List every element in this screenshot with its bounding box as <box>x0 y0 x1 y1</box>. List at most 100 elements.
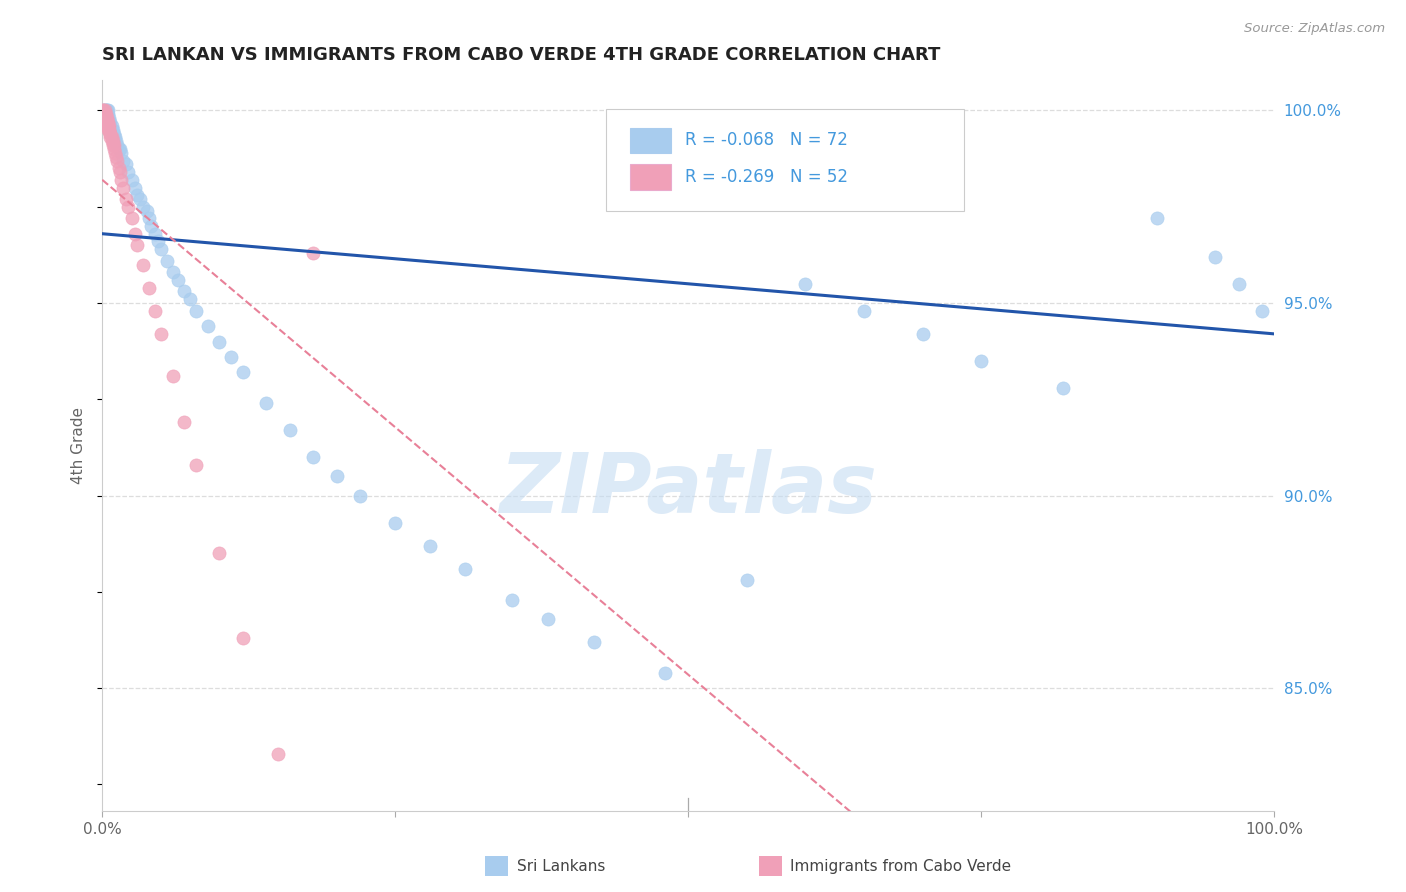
Point <box>100 130 122 145</box>
Point <box>121 211 143 226</box>
Point <box>94 107 117 121</box>
Point <box>97 107 120 121</box>
Point <box>96 103 118 118</box>
Text: Sri Lankans: Sri Lankans <box>517 859 606 873</box>
Point <box>132 200 155 214</box>
Point <box>110 145 132 160</box>
Point <box>97 115 120 129</box>
Point <box>167 273 190 287</box>
Point <box>100 115 122 129</box>
Point <box>127 188 149 202</box>
Point <box>94 107 117 121</box>
Point <box>98 122 121 136</box>
Point <box>128 192 150 206</box>
Point <box>536 612 558 626</box>
Point <box>101 134 124 148</box>
Point <box>232 631 254 645</box>
Point <box>149 242 172 256</box>
Point <box>173 416 195 430</box>
Point <box>107 153 129 168</box>
Point <box>93 107 115 121</box>
Point <box>654 665 676 680</box>
Point <box>184 303 207 318</box>
Point <box>148 235 170 249</box>
Point <box>135 203 157 218</box>
Y-axis label: 4th Grade: 4th Grade <box>72 407 86 484</box>
Point <box>302 246 325 260</box>
Point <box>96 111 118 125</box>
Point <box>96 115 118 129</box>
Point <box>124 227 146 241</box>
Point <box>970 354 993 368</box>
Point <box>179 292 201 306</box>
Text: R = -0.269   N = 52: R = -0.269 N = 52 <box>685 168 848 186</box>
Point <box>105 134 128 148</box>
Point <box>1146 211 1168 226</box>
Text: R = -0.068   N = 72: R = -0.068 N = 72 <box>685 131 848 149</box>
Point <box>97 103 120 118</box>
Point <box>384 516 406 530</box>
Bar <box>630 128 671 153</box>
Point <box>127 238 149 252</box>
Text: Immigrants from Cabo Verde: Immigrants from Cabo Verde <box>790 859 1011 873</box>
Point <box>117 165 139 179</box>
Point <box>501 592 523 607</box>
Point <box>98 115 121 129</box>
Point <box>96 115 118 129</box>
Point <box>454 562 477 576</box>
Point <box>852 303 875 318</box>
Point <box>100 119 122 133</box>
Point <box>124 180 146 194</box>
Point <box>112 153 135 168</box>
Point <box>100 119 122 133</box>
Point <box>156 253 179 268</box>
Point <box>108 165 131 179</box>
Point <box>1227 277 1250 291</box>
Point <box>419 539 441 553</box>
Point <box>93 103 115 118</box>
Point <box>104 145 127 160</box>
Point <box>110 173 132 187</box>
Point <box>132 258 155 272</box>
Point <box>98 111 121 125</box>
Point <box>97 119 120 133</box>
Point <box>94 103 117 118</box>
Point <box>114 192 136 206</box>
Text: ZIPatlas: ZIPatlas <box>499 449 877 530</box>
Point <box>143 227 166 241</box>
Bar <box>630 164 671 190</box>
Point <box>302 450 325 464</box>
Point <box>94 111 117 125</box>
Point <box>108 142 131 156</box>
Point <box>583 635 606 649</box>
Point <box>100 122 122 136</box>
Point <box>94 111 117 125</box>
Point <box>97 111 120 125</box>
Point <box>278 423 301 437</box>
Point <box>100 127 122 141</box>
FancyBboxPatch shape <box>606 109 963 211</box>
Point <box>103 130 125 145</box>
Point <box>93 107 115 121</box>
Point <box>93 103 115 118</box>
Point <box>100 130 122 145</box>
Point <box>93 103 115 118</box>
Point <box>219 350 242 364</box>
Point <box>911 326 934 341</box>
Point <box>138 211 160 226</box>
Point <box>93 103 115 118</box>
Point <box>107 142 129 156</box>
Point <box>114 157 136 171</box>
Point <box>138 280 160 294</box>
Point <box>100 127 122 141</box>
Point <box>112 180 135 194</box>
Point <box>107 138 129 153</box>
Point <box>107 161 129 176</box>
Point <box>98 119 121 133</box>
Point <box>1204 250 1226 264</box>
Point <box>149 326 172 341</box>
Point <box>98 122 121 136</box>
Point <box>141 219 163 233</box>
Point <box>325 469 347 483</box>
Point <box>103 142 125 156</box>
